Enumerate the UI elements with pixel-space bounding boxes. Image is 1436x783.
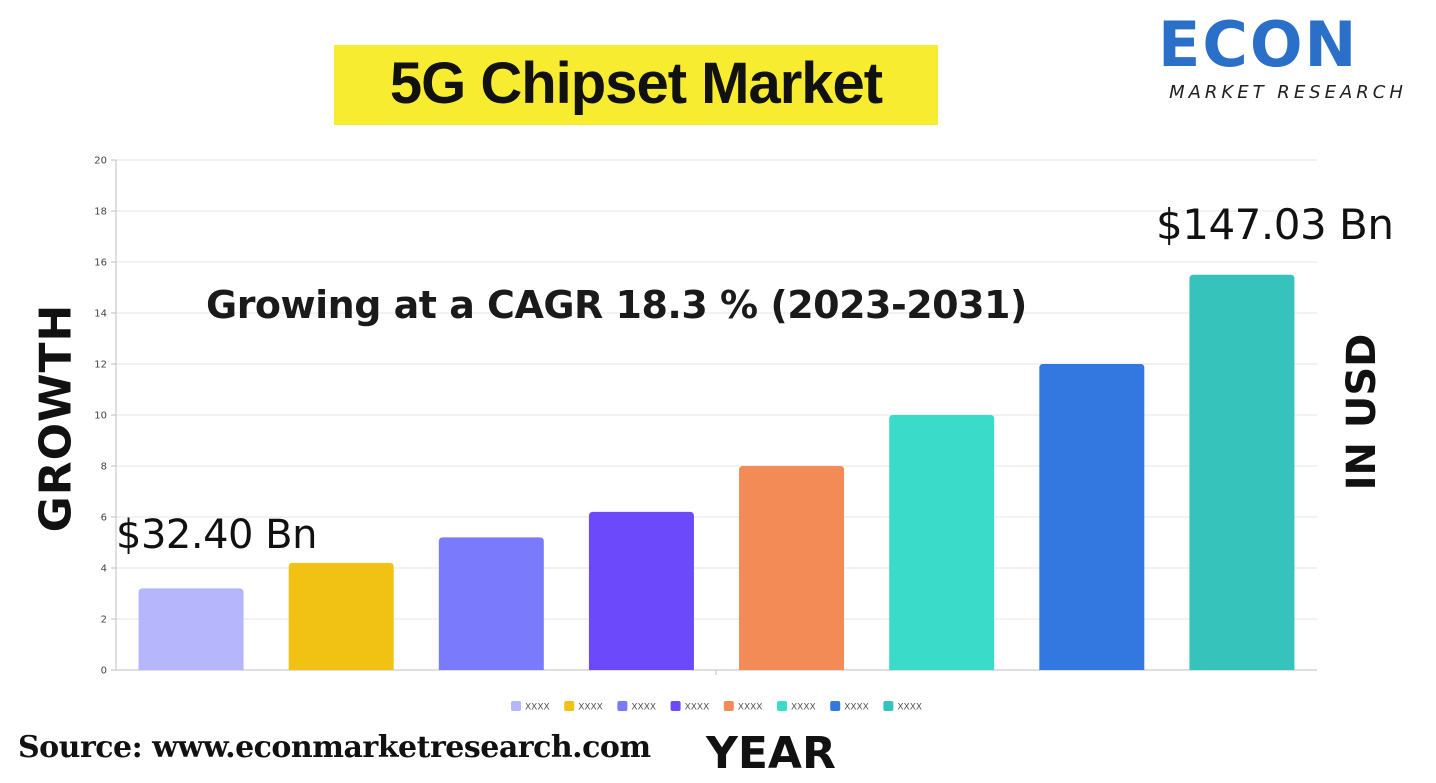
econ-logo: ECON MARKET RESEARCH: [1158, 8, 1420, 108]
end-value-label: $147.03 Bn: [1156, 200, 1394, 249]
legend-label: XXXX: [578, 703, 603, 713]
logo-subtitle: MARKET RESEARCH: [1169, 82, 1407, 103]
y-tick-label: 18: [94, 207, 107, 218]
y-tick-label: 10: [94, 411, 107, 422]
bar: [438, 537, 544, 670]
legend-label: XXXX: [525, 703, 550, 713]
bar: [588, 511, 694, 670]
legend-swatch: [670, 701, 681, 711]
legend-swatch: [723, 701, 734, 711]
y-tick-label: 16: [94, 258, 107, 269]
legend-swatch: [830, 701, 841, 711]
y-tick-label: 6: [101, 513, 107, 524]
legend-swatch: [617, 701, 628, 711]
legend-swatch: [883, 701, 894, 711]
y-axis-label: GROWTH: [30, 303, 82, 533]
y-tick-label: 20: [94, 156, 107, 167]
chart-title: 5G Chipset Market: [389, 51, 883, 116]
bar: [138, 588, 244, 670]
y-tick-label: 0: [101, 666, 107, 677]
start-value-label: $32.40 Bn: [116, 512, 317, 558]
currency-label: IN USD: [1339, 333, 1385, 491]
cagr-annotation: Growing at a CAGR 18.3 % (2023-2031): [206, 283, 1027, 327]
legend-label: XXXX: [631, 703, 656, 713]
bar: [1039, 364, 1145, 670]
y-tick-label: 14: [94, 309, 107, 320]
bar: [889, 415, 995, 670]
source-text: Source: www.econmarketresearch.com: [18, 730, 651, 765]
x-axis-label: YEAR: [706, 728, 836, 779]
legend-swatch: [564, 701, 575, 711]
bar: [739, 466, 845, 670]
y-tick-label: 2: [101, 615, 107, 626]
bar: [1189, 274, 1295, 670]
legend-swatch: [777, 701, 787, 711]
legend-label: XXXX: [685, 703, 710, 713]
legend-swatch: [511, 701, 521, 711]
legend-label: XXXX: [844, 703, 869, 713]
logo-wordmark: ECON: [1158, 8, 1359, 81]
legend-label: XXXX: [738, 703, 763, 713]
y-tick-label: 8: [101, 462, 107, 473]
y-tick-label: 12: [94, 360, 107, 371]
legend-label: XXXX: [791, 703, 816, 713]
title-highlight: 5G Chipset Market: [334, 45, 938, 125]
bar: [288, 562, 394, 670]
legend-label: XXXX: [897, 703, 922, 713]
y-tick-label: 4: [101, 564, 107, 575]
